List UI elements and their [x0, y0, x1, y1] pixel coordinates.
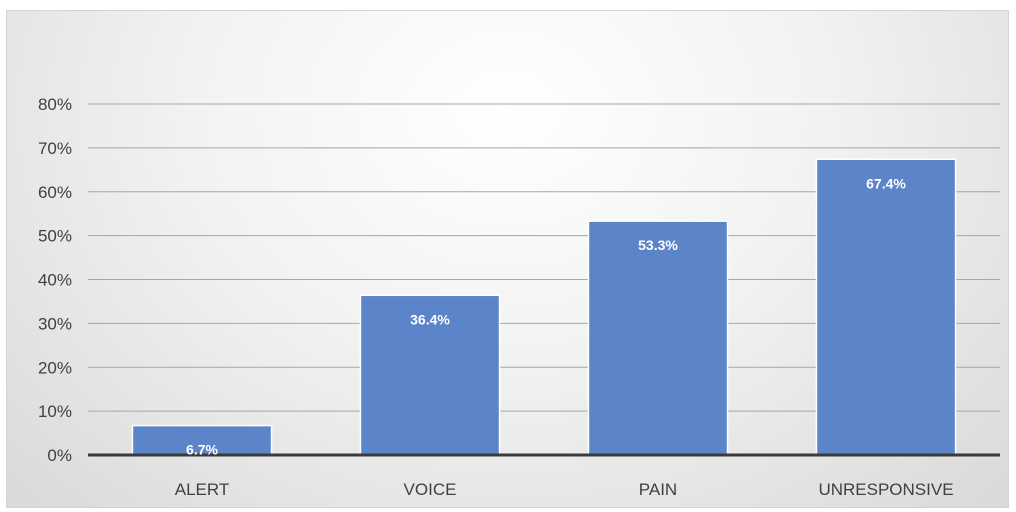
- x-category-label: ALERT: [175, 480, 230, 499]
- bars: [131, 158, 957, 456]
- y-tick-label: 70%: [38, 139, 72, 158]
- y-tick-label: 20%: [38, 358, 72, 377]
- x-axis-categories: ALERT VOICE PAIN UNRESPONSIVE: [175, 480, 954, 499]
- bar-pain: [587, 220, 729, 456]
- data-label: 36.4%: [410, 311, 450, 327]
- y-tick-label: 50%: [38, 227, 72, 246]
- bar-voice: [359, 294, 501, 456]
- y-tick-label: 0%: [47, 446, 72, 465]
- x-category-label: VOICE: [404, 480, 457, 499]
- y-tick-label: 10%: [38, 402, 72, 421]
- data-label: 53.3%: [638, 237, 678, 253]
- data-label: 67.4%: [866, 175, 906, 191]
- x-category-label: UNRESPONSIVE: [818, 480, 953, 499]
- data-label: 6.7%: [186, 442, 218, 458]
- bar-unresponsive: [815, 158, 957, 456]
- data-labels: 6.7% 36.4% 53.3% 67.4%: [186, 175, 906, 457]
- y-axis-ticks: 0% 10% 20% 30% 40% 50% 60% 70% 80%: [38, 95, 72, 465]
- x-category-label: PAIN: [639, 480, 677, 499]
- y-tick-label: 80%: [38, 95, 72, 114]
- y-tick-label: 40%: [38, 271, 72, 290]
- y-tick-label: 30%: [38, 314, 72, 333]
- y-tick-label: 60%: [38, 183, 72, 202]
